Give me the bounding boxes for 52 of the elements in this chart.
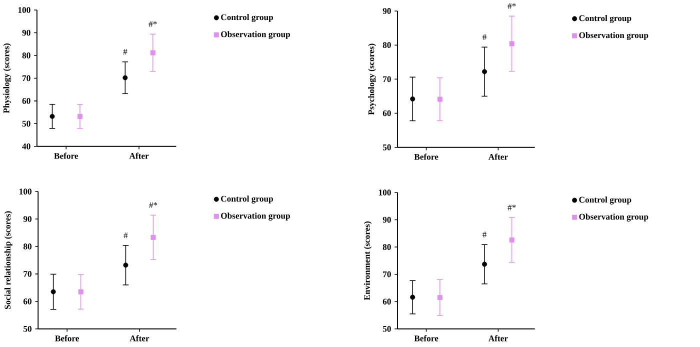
legend-label: Observation group: [579, 32, 648, 40]
x-tick-label: After: [488, 335, 508, 342]
x-tick-label: Before: [55, 335, 80, 342]
y-tick-label: 50: [382, 144, 391, 150]
y-tick-label: 70: [383, 76, 391, 82]
x-tick-label: After: [488, 154, 508, 160]
annotation: #*: [148, 21, 157, 27]
y-tick-label: 60: [382, 298, 391, 304]
y-tick-label: 50: [382, 326, 391, 332]
y-tick-label: 40: [22, 143, 30, 150]
legend-label: Control group: [579, 196, 632, 204]
y-tick-label: 60: [22, 98, 30, 104]
y-tick-label: 80: [382, 244, 391, 250]
y-tick-label: 60: [382, 110, 391, 116]
legend-label: Observation group: [221, 31, 290, 39]
y-tick-label: 80: [23, 243, 32, 250]
annotation: #*: [149, 202, 158, 208]
y-tick-label: 80: [22, 52, 30, 58]
y-tick-label: 50: [24, 326, 32, 332]
x-tick-label: After: [129, 152, 149, 159]
y-tick-label: 70: [22, 75, 30, 82]
annotation: #: [482, 232, 487, 238]
annotation: #*: [508, 204, 516, 210]
y-tick-label: 70: [383, 271, 391, 278]
y-tick-label: 90: [382, 8, 391, 14]
legend-label: Observation group: [221, 212, 290, 220]
legend-label: Control group: [579, 14, 632, 23]
y-tick-label: 60: [23, 298, 32, 304]
x-tick-label: Before: [414, 154, 438, 160]
y-tick-label: 90: [23, 216, 32, 222]
legend-label: Control group: [221, 196, 273, 204]
legend-label: Control group: [221, 14, 274, 22]
y-axis-title: Psychology (scores): [368, 44, 376, 115]
y-tick-label: 80: [382, 42, 391, 48]
y-tick-label: 90: [22, 30, 30, 36]
annotation: #: [124, 232, 128, 238]
y-tick-label: 100: [18, 7, 30, 13]
annotation: #: [482, 34, 487, 40]
y-axis-title: Social relationship (scores): [4, 211, 12, 309]
x-tick-label: After: [130, 335, 150, 342]
legend-label: Observation group: [579, 214, 648, 222]
y-tick-label: 50: [22, 120, 30, 127]
x-tick-label: Before: [414, 335, 438, 342]
y-axis-title: Environment (scores): [364, 221, 372, 300]
annotation: #: [123, 48, 128, 55]
y-tick-label: 100: [378, 190, 391, 196]
x-tick-label: Before: [54, 152, 78, 159]
y-axis-title: Physiology (scores): [3, 43, 12, 114]
text: #*: [508, 3, 516, 9]
y-tick-label: 90: [382, 216, 391, 223]
y-tick-label: 70: [24, 270, 32, 277]
y-tick-label: 100: [20, 188, 32, 194]
